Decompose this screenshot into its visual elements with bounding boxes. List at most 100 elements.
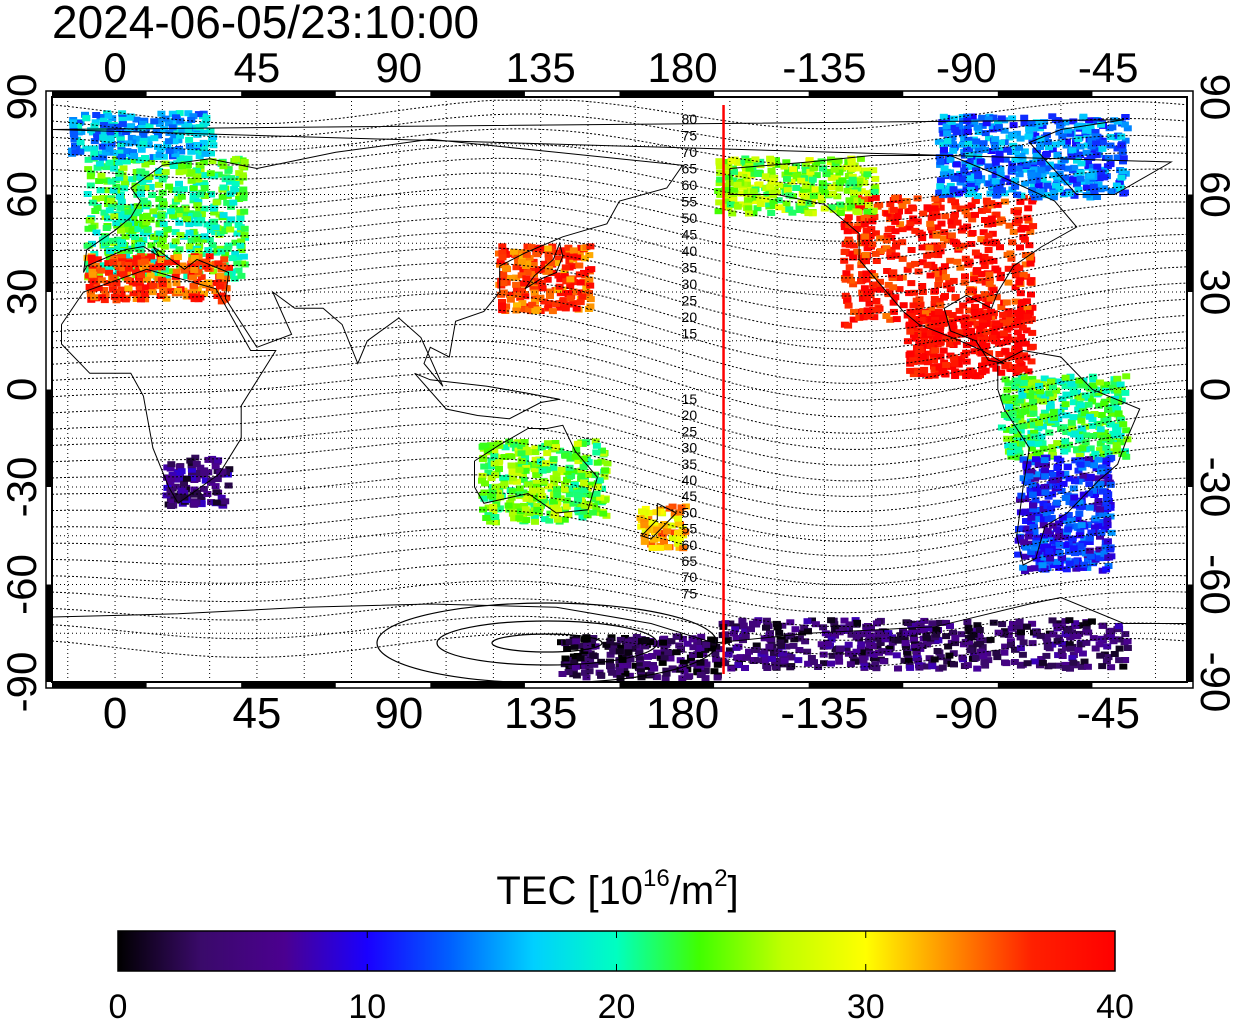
tec-cell [1012,624,1021,631]
tec-cell [1014,446,1022,453]
tec-cell [1037,543,1046,550]
tec-cell [69,122,78,129]
tec-cell [850,193,859,200]
tec-cell [871,194,880,201]
tec-cell [1103,522,1112,529]
tec-cell [1057,648,1066,655]
tec-cell [1081,439,1090,446]
tec-cell [745,165,754,172]
tec-cell [90,294,99,301]
tec-cell [783,182,792,189]
tec-cell [1010,659,1019,665]
tec-cell [847,277,855,284]
tec-cell [863,307,872,314]
tec-cell [1068,176,1077,183]
tec-cell [1031,437,1040,444]
tec-cell [150,234,159,240]
tec-cell [504,502,513,509]
tec-cell [992,320,1001,327]
tec-cell [508,478,517,485]
tec-cell [918,259,927,266]
tec-cell [136,241,145,248]
tec-cell [113,261,122,268]
tec-cell [597,672,606,679]
tec-cell [173,254,182,261]
tec-cell [889,299,898,306]
tec-cell [785,633,794,640]
tec-cell [1084,629,1093,636]
tec-cell [863,208,872,215]
tec-cell [1019,234,1028,241]
tec-cell [133,255,141,262]
tec-cell [674,515,682,522]
tec-cell [727,665,736,672]
tec-cell [1002,299,1011,306]
tec-cell [508,488,517,495]
tec-cell [1059,442,1068,449]
tec-cell [490,453,499,460]
tec-cell [169,163,178,169]
tec-cell [1102,444,1111,451]
tec-cell [841,276,850,283]
tec-cell [923,262,932,269]
tec-cell [1000,198,1009,205]
tec-cell [491,483,500,490]
tec-cell [945,279,954,286]
tec-cell [201,172,210,179]
tec-cell [817,158,826,165]
tec-cell [1098,518,1107,525]
tec-cell [940,263,949,270]
tec-cell [1069,118,1078,125]
tec-cell [1034,194,1043,201]
tec-cell [171,259,180,266]
tec-cell [906,367,915,374]
tec-cell [518,300,527,307]
tec-cell [165,147,174,154]
tec-cell [830,166,839,173]
tec-cell [892,316,901,323]
tec-cell [638,508,646,515]
tec-cell [999,330,1008,337]
tec-cell [958,114,967,121]
tec-cell [1034,551,1043,558]
tec-cell [1004,632,1013,638]
tec-cell [1080,410,1089,417]
tec-cell [209,142,218,149]
tec-cell [1084,490,1093,497]
tec-cell [1016,645,1025,652]
tec-cell [138,125,147,131]
magnetic-latitude-contour [52,292,1187,367]
tec-cell [1050,189,1059,196]
tec-cell [904,620,912,626]
tec-cell [953,219,962,226]
tec-cell [226,178,234,185]
tec-cell [850,309,858,315]
tec-cell [1063,165,1072,172]
tec-cell [544,304,553,311]
tec-cell [1069,399,1078,406]
tec-region-south-america-north [997,373,1132,461]
tec-cell [971,303,979,310]
tec-cell [795,203,804,209]
magnetic-latitude-contour [52,113,1187,149]
tec-cell [180,480,188,487]
tec-cell [949,277,958,284]
tec-cell [702,641,711,648]
tec-cell [798,190,807,197]
tec-cell [1023,305,1032,312]
tec-cell [1005,222,1014,229]
tec-cell [1031,132,1040,139]
tec-cell [93,164,102,171]
tec-cell [916,622,925,629]
tec-cell [112,156,121,163]
tec-cell [1039,522,1048,529]
tec-cell [536,244,545,251]
tec-cell [910,636,919,643]
tec-cell [566,253,575,260]
tec-cell [539,478,548,485]
tec-cell [971,312,980,319]
tec-cell [985,135,993,142]
tec-cell [523,243,532,250]
tec-cell [1076,543,1084,550]
tec-cell [1060,448,1069,455]
